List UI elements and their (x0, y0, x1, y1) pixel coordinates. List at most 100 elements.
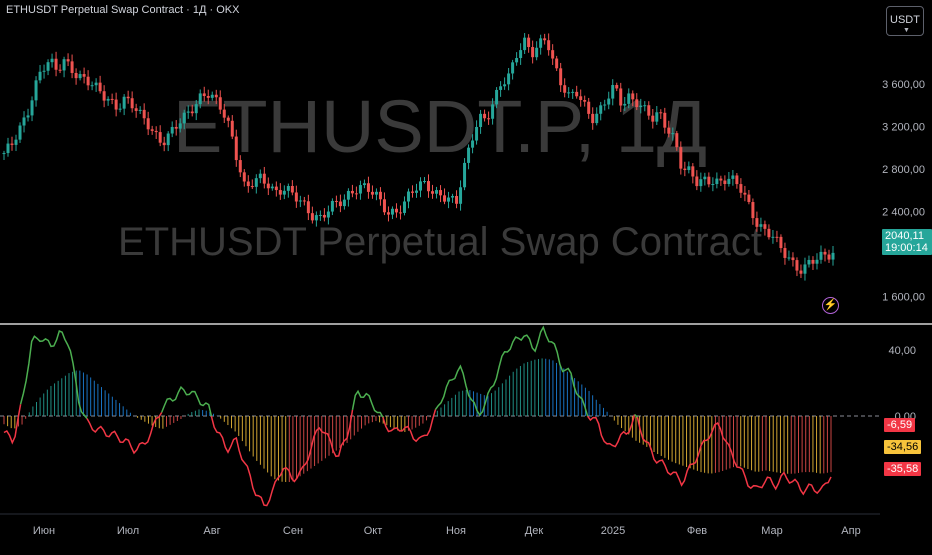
candle (314, 211, 318, 227)
time-tick-label: Июн (33, 525, 55, 537)
time-tick-label: Июл (117, 525, 139, 537)
candle (362, 179, 366, 189)
candle (575, 85, 579, 99)
candle (699, 172, 703, 192)
currency-button[interactable]: USDT ▼ (886, 6, 924, 36)
indicator-line-segment (434, 325, 589, 417)
candle (423, 177, 427, 184)
candle (62, 56, 66, 78)
indicator-line-segment (351, 389, 384, 418)
candle (366, 176, 370, 199)
candle (607, 91, 611, 110)
candle (479, 109, 483, 134)
candle (511, 59, 515, 80)
candle (358, 180, 362, 200)
candle (771, 230, 775, 244)
last-price-value: 2040,11 (885, 230, 924, 242)
candle (703, 172, 707, 186)
candle (627, 88, 631, 109)
candle (126, 90, 130, 104)
candle (218, 90, 222, 115)
candle (483, 109, 487, 122)
candle (523, 33, 527, 55)
candle (266, 177, 270, 196)
candle (663, 107, 667, 134)
candle (675, 130, 679, 151)
indicator-line-segment (161, 385, 213, 417)
candle (42, 64, 46, 79)
candle (86, 70, 90, 91)
candle (106, 96, 110, 106)
indicator-axis[interactable]: 40,000,00 (888, 345, 916, 423)
candle (615, 82, 619, 92)
watermark-description: ETHUSDT Perpetual Swap Contract (118, 220, 762, 264)
candle (791, 252, 795, 267)
chevron-down-icon: ▼ (903, 27, 910, 34)
candle (655, 106, 659, 125)
indicator-line-segment (86, 412, 163, 455)
candle (326, 205, 330, 225)
candle (210, 91, 214, 101)
time-tick-label: Окт (364, 525, 383, 537)
candle (318, 210, 322, 221)
lightning-icon[interactable]: ⚡ (822, 297, 839, 314)
price-axis[interactable]: 3 600,00 3 200,00 2 800,00 2 400,00 1 600,00 (882, 79, 925, 304)
candle (118, 103, 122, 113)
candle (122, 94, 126, 116)
candle (591, 107, 595, 130)
candle (763, 220, 767, 236)
candle (783, 242, 787, 265)
candle (595, 107, 599, 126)
symbol-header[interactable]: ETHUSDT Perpetual Swap Contract · 1Д · O… (6, 4, 240, 16)
candle (551, 44, 555, 65)
candle (82, 67, 86, 84)
candle (22, 111, 26, 133)
candle (298, 195, 302, 208)
candle (18, 122, 22, 143)
candle (158, 125, 162, 147)
candle (190, 104, 194, 117)
candle (787, 250, 791, 261)
candle (475, 120, 479, 145)
indicator-tag-1: -6,59 (884, 418, 916, 432)
candle (639, 98, 643, 114)
candle (130, 91, 134, 113)
candle (186, 105, 190, 119)
candle (499, 81, 503, 97)
indicator-line-segment (586, 414, 636, 448)
time-tick-label: Ноя (446, 525, 466, 537)
candle (647, 101, 651, 120)
candle (334, 195, 338, 208)
indicator-line-segment (210, 409, 354, 507)
candle (467, 144, 471, 170)
candle (827, 249, 831, 263)
candle (751, 198, 755, 225)
candle (382, 192, 386, 216)
candle (322, 208, 326, 222)
time-axis[interactable]: Июн Июл Авг Сен Окт Ноя Дек 2025 Фев Мар Апр (33, 525, 861, 537)
candle (398, 205, 402, 220)
candle (14, 134, 18, 152)
candle (394, 203, 398, 218)
candle (619, 82, 623, 112)
candle (459, 180, 463, 211)
candle (178, 118, 182, 133)
candle (495, 87, 499, 109)
candle (338, 194, 342, 213)
candle (386, 206, 390, 222)
candle (707, 172, 711, 188)
candle (559, 62, 563, 93)
candle (431, 184, 435, 199)
candle (803, 257, 807, 281)
candle (555, 55, 559, 72)
price-tick-label: 3 600,00 (882, 79, 925, 91)
candle (719, 175, 723, 186)
candle (439, 185, 443, 203)
indicator-tag-3: -35,58 (884, 462, 922, 476)
candle (370, 185, 374, 199)
candle (238, 155, 242, 178)
candle (563, 78, 567, 98)
candle (571, 89, 575, 99)
